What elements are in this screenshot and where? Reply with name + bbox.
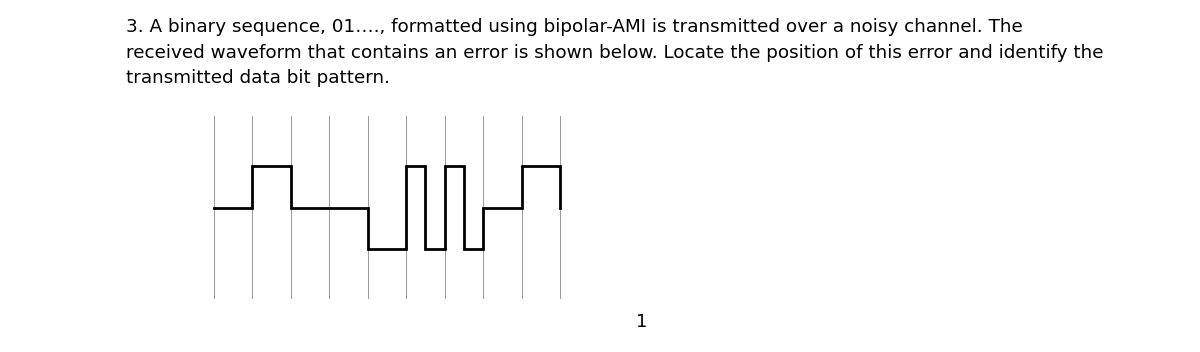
Text: 1: 1 bbox=[636, 313, 648, 331]
Text: 3. A binary sequence, 01…., formatted using bipolar-AMI is transmitted over a no: 3. A binary sequence, 01…., formatted us… bbox=[126, 18, 1104, 87]
